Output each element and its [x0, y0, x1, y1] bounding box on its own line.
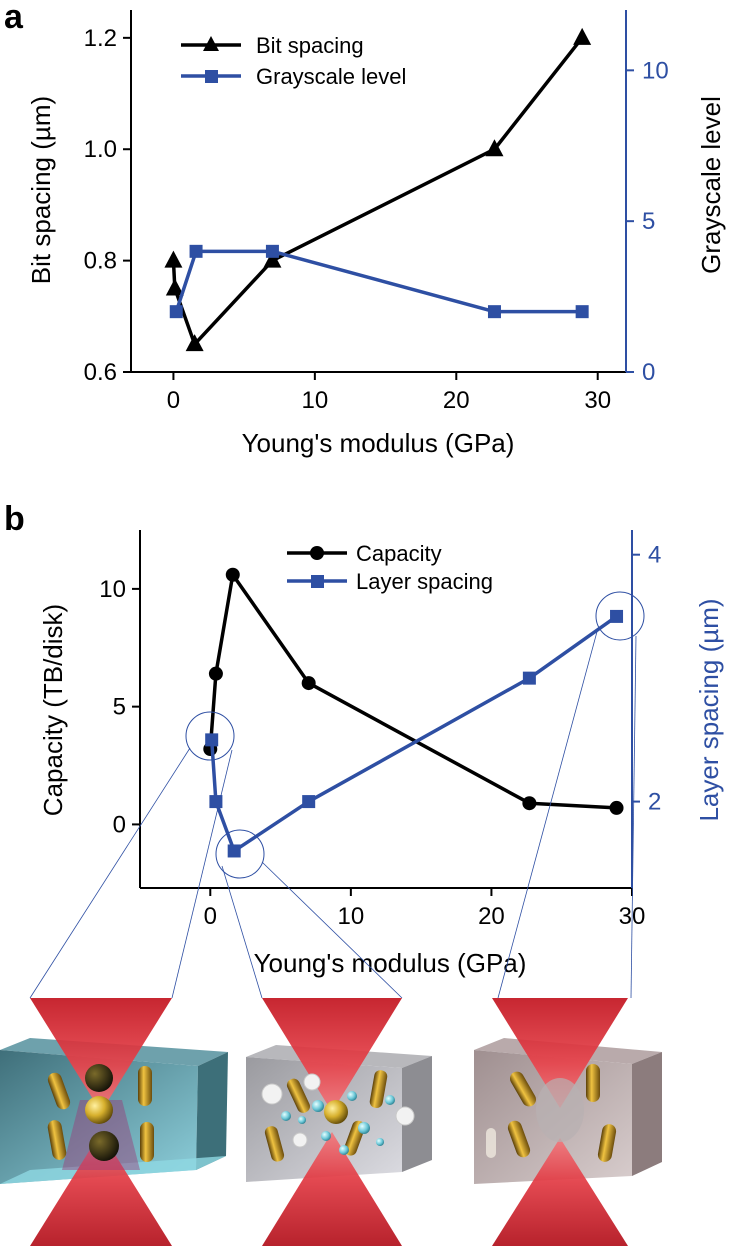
- data-point-layer-spacing: [205, 733, 219, 747]
- y2-tick-label: 4: [648, 542, 661, 569]
- legend-square-marker: [205, 70, 218, 83]
- data-point-grayscale-level: [189, 244, 203, 258]
- data-point-layer-spacing: [227, 844, 241, 858]
- y-tick-label: 10: [99, 576, 126, 603]
- data-point-bit-spacing: [485, 139, 504, 157]
- data-point-grayscale-level: [575, 305, 589, 319]
- y-tick-label: 5: [113, 694, 126, 721]
- x-tick-label: 0: [167, 387, 180, 414]
- y-tick-label: 0.6: [84, 359, 117, 386]
- data-point-grayscale-level: [169, 305, 183, 319]
- data-point-layer-spacing: [522, 671, 536, 685]
- panel-b-y2-title: Layer spacing (µm): [694, 598, 724, 821]
- zoom-circle-low: [185, 711, 235, 761]
- data-point-grayscale-level: [487, 305, 501, 319]
- data-point-bit-spacing: [185, 334, 204, 352]
- data-point-layer-spacing: [209, 795, 223, 809]
- legend-grayscale-level: Grayscale level: [256, 64, 406, 89]
- panel-a-legend: Bit spacing Grayscale level: [181, 33, 406, 89]
- y-tick-label: 0: [113, 811, 126, 838]
- y2-tick-label: 2: [648, 789, 661, 816]
- panel-letter-a: a: [4, 0, 24, 36]
- panel-b-y-title: Capacity (TB/disk): [38, 604, 68, 816]
- data-point-capacity: [522, 796, 537, 811]
- x-tick-label: 30: [584, 387, 611, 414]
- legend-bit-spacing: Bit spacing: [256, 33, 364, 58]
- zoom-circle-high: [595, 591, 645, 641]
- data-point-capacity: [225, 567, 240, 582]
- y2-tick-label: 10: [642, 57, 669, 84]
- y2-tick-label: 0: [642, 359, 655, 386]
- y-tick-label: 1.2: [84, 25, 117, 52]
- x-tick-label: 10: [338, 903, 365, 930]
- panel-a-y2-title: Grayscale level: [696, 96, 726, 274]
- panel-a-y-title: Bit spacing (µm): [26, 96, 56, 284]
- data-point-layer-spacing: [610, 609, 624, 623]
- series-line-layer-spacing: [209, 614, 618, 853]
- data-point-layer-spacing: [302, 795, 316, 809]
- illustration-mid-modulus: [246, 998, 432, 1246]
- series-line-capacity: [208, 573, 617, 810]
- legend-square-marker: [311, 575, 324, 588]
- legend-capacity: Capacity: [356, 541, 442, 566]
- illustration-high-modulus: [474, 998, 662, 1246]
- panel-b-legend: Capacity Layer spacing: [287, 541, 493, 594]
- x-tick-label: 10: [302, 387, 329, 414]
- series-line-grayscale-level: [174, 249, 583, 314]
- data-point-bit-spacing: [573, 27, 592, 45]
- panel-a: a 0 10 20 30 0.6 0.8 1.0 1.2 0 5 10 Bit spacing Gr…: [4, 0, 726, 458]
- data-point-bit-spacing: [164, 250, 183, 268]
- illustrations: [0, 998, 662, 1246]
- x-tick-label: 20: [478, 903, 505, 930]
- data-point-bit-spacing: [165, 278, 184, 296]
- panel-letter-b: b: [4, 500, 25, 538]
- zoom-callouts: [29, 591, 645, 999]
- data-point-grayscale-level: [265, 244, 279, 258]
- y2-tick-label: 5: [642, 208, 655, 235]
- legend-layer-spacing: Layer spacing: [356, 569, 493, 594]
- y-tick-label: 0.8: [84, 248, 117, 275]
- illustration-low-modulus: [0, 998, 228, 1246]
- panel-a-x-title: Young's modulus (GPa): [242, 428, 515, 458]
- data-point-capacity: [609, 800, 624, 815]
- zoom-circle-mid: [215, 829, 265, 879]
- data-point-bit-spacing: [263, 250, 282, 268]
- data-point-capacity: [301, 676, 316, 691]
- data-point-capacity: [208, 666, 223, 681]
- x-tick-label: 20: [443, 387, 470, 414]
- legend-triangle-marker: [203, 36, 219, 51]
- x-tick-label: 0: [204, 903, 217, 930]
- y-tick-label: 1.0: [84, 136, 117, 163]
- legend-circle-marker: [310, 546, 324, 560]
- panel-b-x-title: Young's modulus (GPa): [254, 948, 527, 978]
